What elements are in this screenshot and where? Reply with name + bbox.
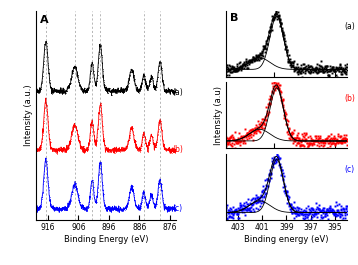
X-axis label: Binding Energy (eV): Binding Energy (eV) <box>64 235 148 244</box>
Text: A: A <box>40 15 49 25</box>
Text: (a): (a) <box>345 22 355 31</box>
Y-axis label: Intensity (a.u.): Intensity (a.u.) <box>24 85 33 146</box>
Text: (c): (c) <box>345 165 355 174</box>
X-axis label: Binding energy (eV): Binding energy (eV) <box>244 235 329 244</box>
Text: B: B <box>231 13 239 23</box>
Text: (c): (c) <box>172 204 182 213</box>
Text: (a): (a) <box>172 87 183 96</box>
Y-axis label: Intensity (a.u): Intensity (a.u) <box>214 86 223 145</box>
Text: (b): (b) <box>172 145 183 154</box>
Text: (b): (b) <box>345 94 356 103</box>
